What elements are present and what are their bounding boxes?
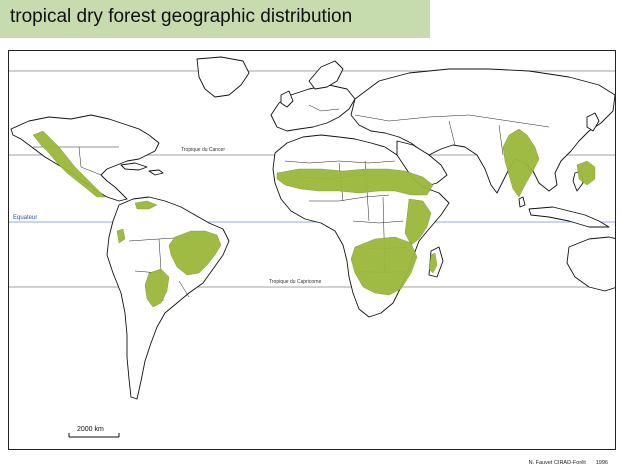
australia-landmass [566, 236, 615, 292]
world-map: Tropique du Cancer Equateur Tropique du … [9, 56, 615, 438]
slide-title: tropical dry forest geographic distribut… [10, 6, 353, 27]
south-america-borders [128, 236, 190, 302]
equator-label: Equateur [13, 215, 37, 221]
dry-forest-southeast-asia [576, 160, 596, 186]
dry-forest-east-africa [404, 198, 432, 246]
dry-forest-india [502, 128, 540, 198]
tropic-capricorn-label: Tropique du Capricorne [269, 279, 322, 285]
indonesia-islands [528, 206, 610, 228]
dry-forest-southern-africa [350, 236, 418, 296]
tropic-cancer-label: Tropique du Cancer [181, 147, 225, 153]
dry-forest-madagascar [428, 252, 438, 274]
map-frame: Tropique du Cancer Equateur Tropique du … [8, 50, 616, 450]
dry-forest-mexico [32, 130, 106, 198]
map-credit: N. Fauvet CIRAD-Forêt 1996 [519, 460, 608, 466]
south-america-landmass [106, 196, 230, 400]
scandinavia-landmass [308, 60, 344, 90]
north-america-landmass [10, 114, 160, 202]
credit-author: N. Fauvet CIRAD-Forêt [528, 460, 586, 466]
europe-asia-borders [308, 104, 550, 156]
british-isles-landmass [280, 90, 294, 108]
greenland-landmass [196, 56, 250, 98]
scale-label: 2000 km [77, 426, 104, 433]
sri-lanka-island [518, 196, 526, 208]
dry-forest-andean-coast [116, 228, 126, 244]
dry-forest-chaco [144, 268, 170, 308]
scale-bar: 2000 km [68, 426, 120, 438]
europe-landmass [270, 84, 356, 132]
title-bar: tropical dry forest geographic distribut… [0, 0, 430, 38]
cuba-island [120, 162, 148, 171]
credit-year: 1996 [595, 460, 608, 466]
dry-forest-venezuela [134, 200, 158, 210]
hispaniola-island [148, 169, 164, 176]
dry-forest-brazil [168, 230, 222, 276]
japan-islands [586, 112, 600, 132]
dry-forest-sahel [276, 168, 434, 196]
